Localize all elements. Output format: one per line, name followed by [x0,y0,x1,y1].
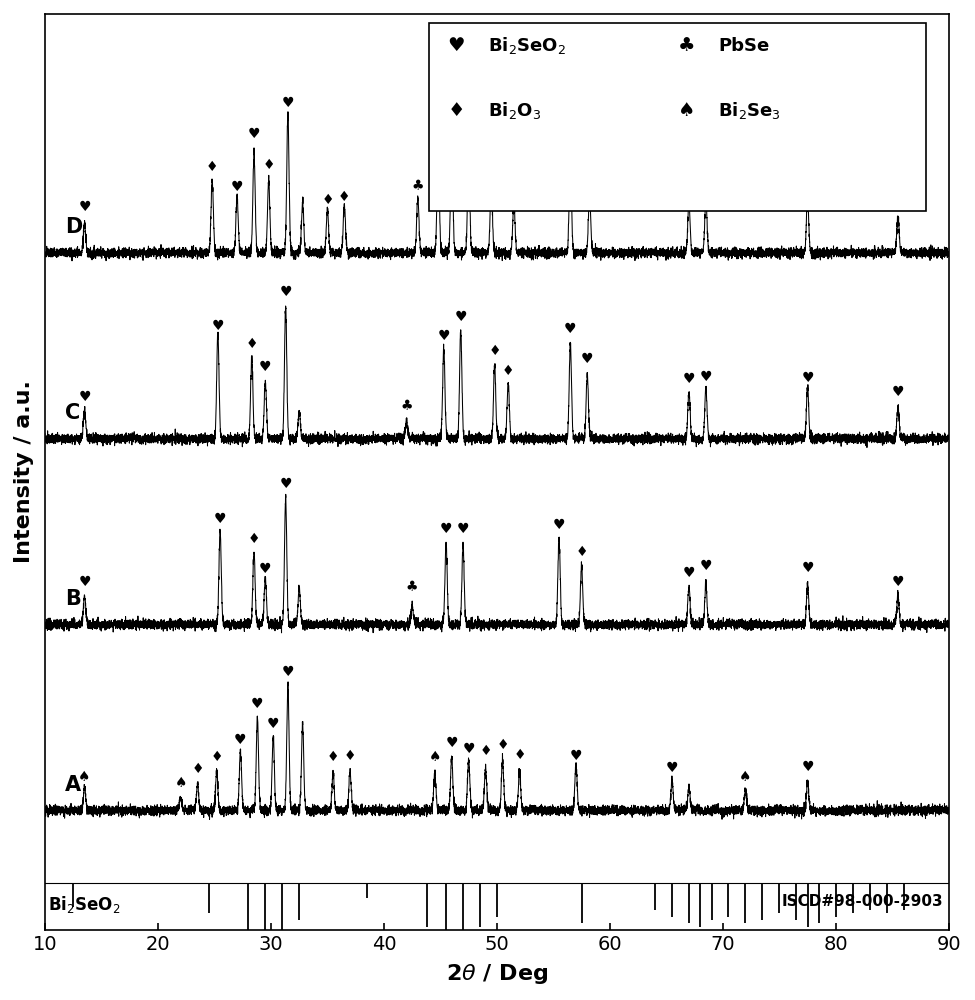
Text: D: D [65,217,83,237]
Text: ♠: ♠ [678,101,695,120]
Text: ♦: ♦ [513,748,526,762]
Y-axis label: Intensity / a.u.: Intensity / a.u. [14,380,34,563]
Text: ♠: ♠ [739,770,752,784]
Text: ♥: ♥ [565,322,576,336]
Text: ♥: ♥ [462,136,475,150]
Text: ♥: ♥ [259,360,272,374]
Text: ♥: ♥ [801,561,814,575]
Text: ♥: ♥ [565,135,576,149]
X-axis label: 2$\theta$ / Deg: 2$\theta$ / Deg [446,962,548,986]
Text: A: A [65,775,82,795]
Text: ♦: ♦ [262,158,275,172]
Text: Bi$_2$O$_3$: Bi$_2$O$_3$ [488,100,541,121]
Text: ♥: ♥ [448,36,465,55]
Text: ♦: ♦ [206,160,218,174]
Text: ♣: ♣ [406,580,418,594]
Text: ♥: ♥ [252,697,263,711]
Text: ♥: ♥ [212,319,224,333]
Text: C: C [65,403,81,423]
Text: ♦: ♦ [480,744,491,758]
Text: PbSe: PbSe [719,37,769,55]
Text: ♥: ♥ [440,522,452,536]
Text: ♥: ♥ [248,127,260,141]
Text: ♥: ♥ [259,562,272,576]
Text: ♣: ♣ [411,180,424,194]
Text: ♥: ♥ [666,761,679,775]
Text: ♦: ♦ [344,749,356,763]
Text: ♥: ♥ [432,126,445,140]
Text: ♦: ♦ [211,750,223,764]
Text: ♦: ♦ [191,762,204,776]
Text: Bi$_2$SeO$_2$: Bi$_2$SeO$_2$ [488,35,566,56]
Text: ♦: ♦ [338,190,351,204]
FancyBboxPatch shape [429,23,926,211]
Text: ♥: ♥ [454,310,467,324]
Text: ♠: ♠ [78,770,91,784]
Text: ♥: ♥ [282,96,294,110]
Text: ♥: ♥ [280,285,292,299]
Text: ♥: ♥ [892,195,904,209]
Text: ♥: ♥ [267,717,280,731]
Text: ♦: ♦ [508,182,520,196]
Text: ♦: ♦ [575,545,588,559]
Text: ♥: ♥ [892,575,904,589]
Text: ♥: ♥ [78,390,91,404]
Text: ♥: ♥ [446,736,458,750]
Text: ♦: ♦ [327,750,339,764]
Text: ♥: ♥ [682,566,695,580]
Text: ♦: ♦ [248,532,260,546]
Text: ♦: ♦ [246,337,258,351]
Text: ♦: ♦ [496,738,509,752]
Text: ♥: ♥ [581,352,594,366]
Text: ♦: ♦ [485,165,497,179]
Text: ♥: ♥ [456,522,469,536]
Text: ♣: ♣ [401,399,412,413]
Text: ♥: ♥ [892,385,904,399]
Text: ♦: ♦ [448,101,465,120]
Text: ♥: ♥ [801,371,814,385]
Text: ♥: ♥ [214,512,226,526]
Text: ♥: ♥ [682,372,695,386]
Text: ♥: ♥ [700,559,712,573]
Text: ♥: ♥ [700,370,712,384]
Text: ♣: ♣ [678,36,695,55]
Text: ♥: ♥ [462,742,475,756]
Text: B: B [65,589,81,609]
Text: ♥: ♥ [280,477,292,491]
Text: ♥: ♥ [446,125,458,139]
Text: ♥: ♥ [553,518,566,532]
Text: ♥: ♥ [801,179,814,193]
Text: ISCD#98-000-2903: ISCD#98-000-2903 [782,894,943,909]
Text: ♥: ♥ [438,329,450,343]
Text: ♠: ♠ [175,776,187,790]
Text: ♠: ♠ [429,750,441,764]
Text: ♥: ♥ [569,749,582,763]
Text: ♦: ♦ [488,344,501,358]
Text: ♥: ♥ [801,760,814,774]
Text: ♥: ♥ [78,575,91,589]
Text: Bi$_2$Se$_3$: Bi$_2$Se$_3$ [719,100,781,121]
Text: ♥: ♥ [78,200,91,214]
Text: ♥: ♥ [282,665,294,679]
Text: Bi$_2$SeO$_2$: Bi$_2$SeO$_2$ [49,894,121,915]
Text: ♥: ♥ [231,180,244,194]
Text: ♦: ♦ [502,364,515,378]
Text: ♦: ♦ [321,193,333,207]
Text: ♥: ♥ [682,184,695,198]
Text: ♥: ♥ [234,733,247,747]
Text: ♥: ♥ [700,180,712,194]
